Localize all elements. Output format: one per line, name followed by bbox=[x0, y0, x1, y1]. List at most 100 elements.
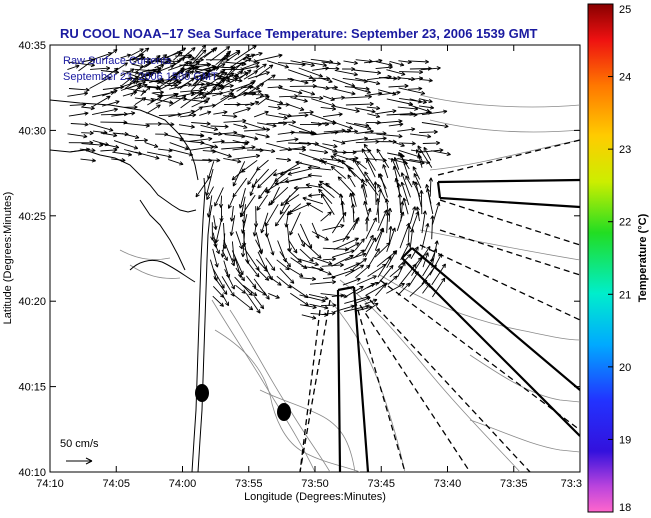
current-vector bbox=[206, 195, 213, 218]
current-vector bbox=[177, 47, 196, 62]
current-vector bbox=[398, 253, 412, 268]
current-vector bbox=[301, 314, 317, 320]
colorbar-gradient bbox=[587, 3, 614, 513]
current-vector bbox=[81, 142, 104, 148]
current-vector bbox=[279, 195, 291, 215]
current-vector bbox=[311, 266, 332, 276]
colorbar-tick-label: 25 bbox=[619, 4, 631, 16]
current-vector bbox=[234, 133, 259, 141]
current-vector bbox=[122, 70, 140, 75]
current-vector bbox=[128, 73, 149, 82]
current-vector bbox=[268, 105, 282, 110]
current-vector bbox=[256, 63, 267, 71]
current-vector bbox=[120, 53, 132, 59]
current-vector bbox=[411, 255, 425, 276]
current-vector bbox=[417, 145, 433, 168]
current-vector bbox=[68, 111, 89, 117]
current-vector bbox=[293, 185, 312, 191]
radar-beams bbox=[336, 178, 580, 472]
current-vector bbox=[391, 157, 401, 177]
current-vector bbox=[413, 173, 422, 189]
current-vector bbox=[419, 129, 438, 135]
current-vector bbox=[157, 92, 178, 97]
current-vector bbox=[367, 113, 381, 119]
current-vector bbox=[386, 250, 397, 269]
current-vector bbox=[137, 71, 151, 77]
current-vector bbox=[421, 223, 430, 250]
current-vector bbox=[232, 139, 249, 146]
current-vector bbox=[188, 133, 204, 138]
current-vector bbox=[331, 293, 345, 298]
current-vector bbox=[333, 237, 359, 251]
current-vector bbox=[299, 223, 313, 249]
current-vector bbox=[332, 77, 356, 88]
y-tick-label: 40:10 bbox=[18, 467, 46, 479]
current-vector bbox=[150, 70, 161, 75]
current-vector bbox=[288, 104, 305, 111]
current-vector bbox=[431, 263, 446, 286]
current-vector bbox=[299, 248, 314, 262]
current-vector bbox=[397, 193, 402, 214]
current-vector bbox=[322, 256, 337, 262]
current-vector bbox=[268, 292, 280, 299]
current-vector bbox=[332, 95, 346, 100]
current-vector bbox=[88, 123, 114, 132]
current-vector bbox=[431, 150, 451, 157]
current-vector bbox=[234, 276, 253, 296]
current-vector bbox=[347, 174, 356, 188]
colorbar-label: Temperature (°C) bbox=[637, 213, 649, 302]
current-vector bbox=[70, 122, 89, 127]
y-tick-label: 40:15 bbox=[18, 382, 46, 394]
current-vector bbox=[332, 88, 356, 96]
current-vector bbox=[396, 211, 405, 231]
data-blob bbox=[195, 384, 209, 402]
current-vector bbox=[421, 122, 449, 129]
current-vector bbox=[249, 178, 258, 197]
y-tick-label: 40:35 bbox=[18, 40, 46, 52]
current-vector bbox=[423, 146, 432, 161]
current-vector bbox=[342, 219, 359, 242]
current-vector bbox=[344, 86, 370, 91]
current-vector bbox=[243, 285, 258, 297]
current-vector bbox=[265, 232, 275, 256]
current-vector bbox=[205, 168, 214, 196]
current-vector bbox=[254, 296, 265, 310]
current-vector bbox=[430, 215, 435, 240]
current-vector bbox=[425, 188, 434, 215]
current-vector bbox=[377, 90, 401, 96]
current-vector bbox=[180, 87, 204, 93]
current-vector bbox=[417, 153, 423, 168]
x-axis: 74:10 74:05 74:00 73:55 73:50 73:45 73:40 73:35… bbox=[36, 45, 582, 490]
current-vector bbox=[214, 215, 223, 244]
current-vector bbox=[113, 140, 139, 150]
current-vector bbox=[257, 169, 278, 189]
current-vector bbox=[331, 211, 347, 234]
current-vector bbox=[366, 105, 381, 111]
current-vector bbox=[124, 104, 138, 110]
current-vector bbox=[301, 239, 322, 259]
current-vector bbox=[112, 151, 133, 157]
current-vector bbox=[155, 132, 169, 137]
current-vector bbox=[287, 113, 309, 118]
current-vector bbox=[247, 169, 258, 185]
current-vector bbox=[420, 66, 441, 71]
current-vector bbox=[318, 188, 333, 205]
current-vector bbox=[421, 210, 427, 234]
current-vector bbox=[276, 137, 299, 143]
current-vector bbox=[258, 186, 268, 200]
current-vector bbox=[200, 124, 219, 131]
x-tick-label: 74:05 bbox=[102, 478, 130, 490]
current-vector bbox=[410, 246, 419, 260]
current-vector bbox=[79, 148, 96, 153]
current-vector bbox=[232, 153, 261, 160]
current-vector bbox=[208, 73, 231, 80]
current-vector bbox=[334, 122, 354, 130]
current-vector bbox=[421, 109, 448, 116]
current-vector bbox=[387, 275, 398, 285]
current-vector bbox=[320, 211, 332, 222]
current-vector bbox=[245, 100, 260, 106]
current-vector bbox=[307, 165, 332, 171]
current-vector bbox=[298, 110, 314, 115]
colorbar-ticks: 18 19 20 21 22 23 24 25 bbox=[608, 3, 631, 514]
current-vector bbox=[243, 70, 258, 80]
